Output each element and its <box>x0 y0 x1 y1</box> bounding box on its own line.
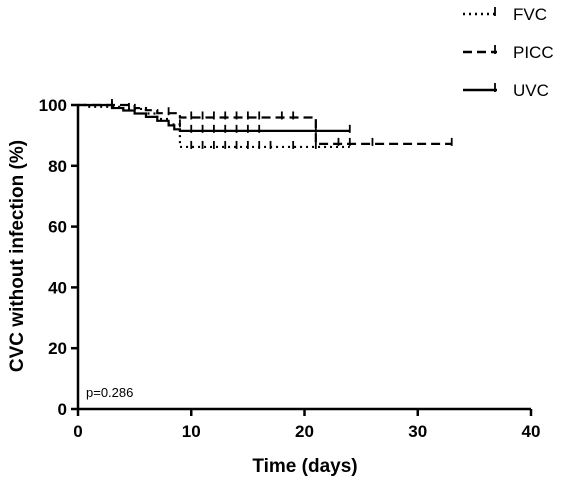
p-value-annotation: p=0.286 <box>86 385 133 400</box>
legend: FVC PICC UVC <box>463 5 554 100</box>
x-tick-label: 10 <box>182 422 201 441</box>
legend-picc-label: PICC <box>513 43 554 62</box>
x-ticks: 0 10 20 30 40 <box>73 409 540 441</box>
y-tick-label: 40 <box>48 278 67 297</box>
axes <box>76 105 531 411</box>
fvc-series-line <box>78 103 350 149</box>
y-ticks: 0 20 40 60 80 100 <box>39 96 78 419</box>
picc-series-line <box>78 103 452 146</box>
y-tick-label: 60 <box>48 218 67 237</box>
legend-uvc-label: UVC <box>513 81 549 100</box>
x-tick-label: 40 <box>522 422 541 441</box>
x-tick-label: 20 <box>295 422 314 441</box>
x-tick-label: 0 <box>73 422 82 441</box>
y-tick-label: 0 <box>58 400 67 419</box>
uvc-series-line <box>78 103 350 132</box>
x-axis-title: Time (days) <box>252 456 357 477</box>
y-tick-label: 20 <box>48 339 67 358</box>
x-tick-label: 30 <box>408 422 427 441</box>
legend-fvc-label: FVC <box>513 5 547 24</box>
y-tick-label: 100 <box>39 96 67 115</box>
series-layer <box>78 99 453 149</box>
y-axis-title: CVC without infection (%) <box>7 140 28 372</box>
y-tick-label: 80 <box>48 157 67 176</box>
